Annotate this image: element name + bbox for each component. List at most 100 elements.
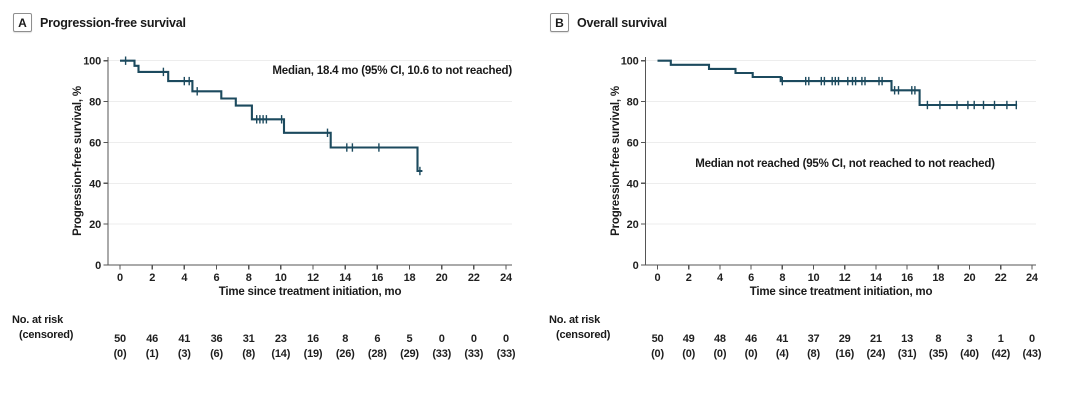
panel-a-risk-header: No. at risk — [12, 314, 63, 326]
panel-b-label-box: B — [550, 13, 569, 32]
x-tick-label: 12 — [307, 272, 319, 284]
censored-count: (26) — [336, 348, 355, 360]
censored-count: (33) — [497, 348, 516, 360]
at-risk-count: 41 — [776, 333, 788, 345]
x-tick-label: 22 — [995, 272, 1007, 284]
at-risk-count: 46 — [146, 333, 158, 345]
censored-count: (0) — [745, 348, 758, 360]
at-risk-count: 6 — [374, 333, 380, 345]
censored-count: (8) — [242, 348, 255, 360]
censored-count: (33) — [464, 348, 483, 360]
y-tick-label: 40 — [627, 178, 639, 190]
y-tick-label: 40 — [89, 178, 101, 190]
x-tick-label: 18 — [932, 272, 944, 284]
censored-count: (6) — [210, 348, 223, 360]
at-risk-count: 16 — [307, 333, 319, 345]
censored-count: (40) — [960, 348, 979, 360]
y-tick-label: 20 — [89, 219, 101, 231]
km-step-curve — [657, 59, 1018, 107]
censored-count: (8) — [807, 348, 820, 360]
censored-count: (19) — [304, 348, 323, 360]
censored-count: (42) — [991, 348, 1010, 360]
x-tick-label: 22 — [468, 272, 480, 284]
x-tick-label: 4 — [717, 272, 724, 284]
x-tick-label: 18 — [404, 272, 416, 284]
panel-a-risk-subheader: (censored) — [19, 329, 74, 341]
at-risk-count: 0 — [1029, 333, 1035, 345]
at-risk-count: 41 — [178, 333, 190, 345]
censored-count: (24) — [867, 348, 886, 360]
y-tick-label: 80 — [89, 97, 101, 109]
x-tick-label: 14 — [339, 272, 352, 284]
x-tick-label: 12 — [839, 272, 851, 284]
panel-a-title: Progression-free survival — [40, 15, 186, 30]
at-risk-count: 0 — [503, 333, 509, 345]
at-risk-count: 50 — [114, 333, 126, 345]
at-risk-count: 31 — [243, 333, 255, 345]
censored-count: (43) — [1023, 348, 1042, 360]
at-risk-count: 37 — [808, 333, 820, 345]
y-tick-label: 100 — [83, 56, 101, 68]
censored-count: (33) — [432, 348, 451, 360]
y-tick-label: 80 — [627, 97, 639, 109]
at-risk-count: 50 — [652, 333, 664, 345]
x-tick-label: 8 — [246, 272, 252, 284]
censored-count: (4) — [776, 348, 789, 360]
panel-a-y-axis-label: Progression-free survival, % — [72, 86, 84, 236]
km-step-curve — [120, 59, 423, 173]
x-tick-label: 16 — [901, 272, 913, 284]
y-tick-label: 0 — [633, 260, 639, 272]
panel-a-label-box: A — [13, 13, 32, 32]
censored-count: (1) — [146, 348, 159, 360]
panel-a-median-annotation: Median, 18.4 mo (95% CI, 10.6 to not rea… — [272, 65, 512, 77]
x-tick-label: 4 — [181, 272, 188, 284]
at-risk-count: 13 — [901, 333, 913, 345]
x-tick-label: 8 — [779, 272, 785, 284]
x-tick-label: 6 — [214, 272, 220, 284]
censored-count: (16) — [835, 348, 854, 360]
x-tick-label: 14 — [870, 272, 883, 284]
x-tick-label: 6 — [748, 272, 754, 284]
y-tick-label: 60 — [89, 137, 101, 149]
at-risk-count: 0 — [471, 333, 477, 345]
at-risk-count: 29 — [839, 333, 851, 345]
censored-count: (14) — [271, 348, 290, 360]
x-tick-label: 10 — [808, 272, 820, 284]
at-risk-count: 48 — [714, 333, 726, 345]
at-risk-count: 1 — [998, 333, 1004, 345]
y-tick-label: 0 — [95, 260, 101, 272]
x-tick-label: 20 — [964, 272, 976, 284]
panel-b-risk-header: No. at risk — [549, 314, 600, 326]
at-risk-count: 46 — [745, 333, 757, 345]
censored-count: (0) — [713, 348, 726, 360]
panel-a-header: A Progression-free survival — [13, 13, 186, 32]
x-tick-label: 20 — [436, 272, 448, 284]
censored-count: (0) — [651, 348, 664, 360]
panel-a-x-axis-label: Time since treatment initiation, mo — [218, 286, 402, 298]
x-tick-label: 16 — [371, 272, 383, 284]
x-tick-label: 0 — [117, 272, 123, 284]
censored-count: (35) — [929, 348, 948, 360]
y-tick-label: 20 — [627, 219, 639, 231]
censored-count: (0) — [114, 348, 127, 360]
at-risk-count: 5 — [407, 333, 413, 345]
panel-b-title: Overall survival — [577, 15, 667, 30]
y-tick-label: 100 — [621, 56, 639, 68]
at-risk-count: 49 — [683, 333, 695, 345]
at-risk-count: 8 — [935, 333, 941, 345]
panel-b-x-axis-label: Time since treatment initiation, mo — [749, 286, 933, 298]
panel-b-median-annotation: Median not reached (95% CI, not reached … — [695, 158, 995, 170]
x-tick-label: 24 — [1026, 272, 1039, 284]
censored-count: (3) — [178, 348, 191, 360]
at-risk-count: 0 — [439, 333, 445, 345]
panel-b-y-axis-label: Progression-free survival, % — [610, 86, 622, 236]
censored-count: (31) — [898, 348, 917, 360]
x-tick-label: 24 — [500, 272, 513, 284]
censored-count: (29) — [400, 348, 419, 360]
x-tick-label: 2 — [686, 272, 692, 284]
at-risk-count: 3 — [967, 333, 973, 345]
at-risk-count: 21 — [870, 333, 882, 345]
x-tick-label: 2 — [149, 272, 155, 284]
censored-count: (28) — [368, 348, 387, 360]
